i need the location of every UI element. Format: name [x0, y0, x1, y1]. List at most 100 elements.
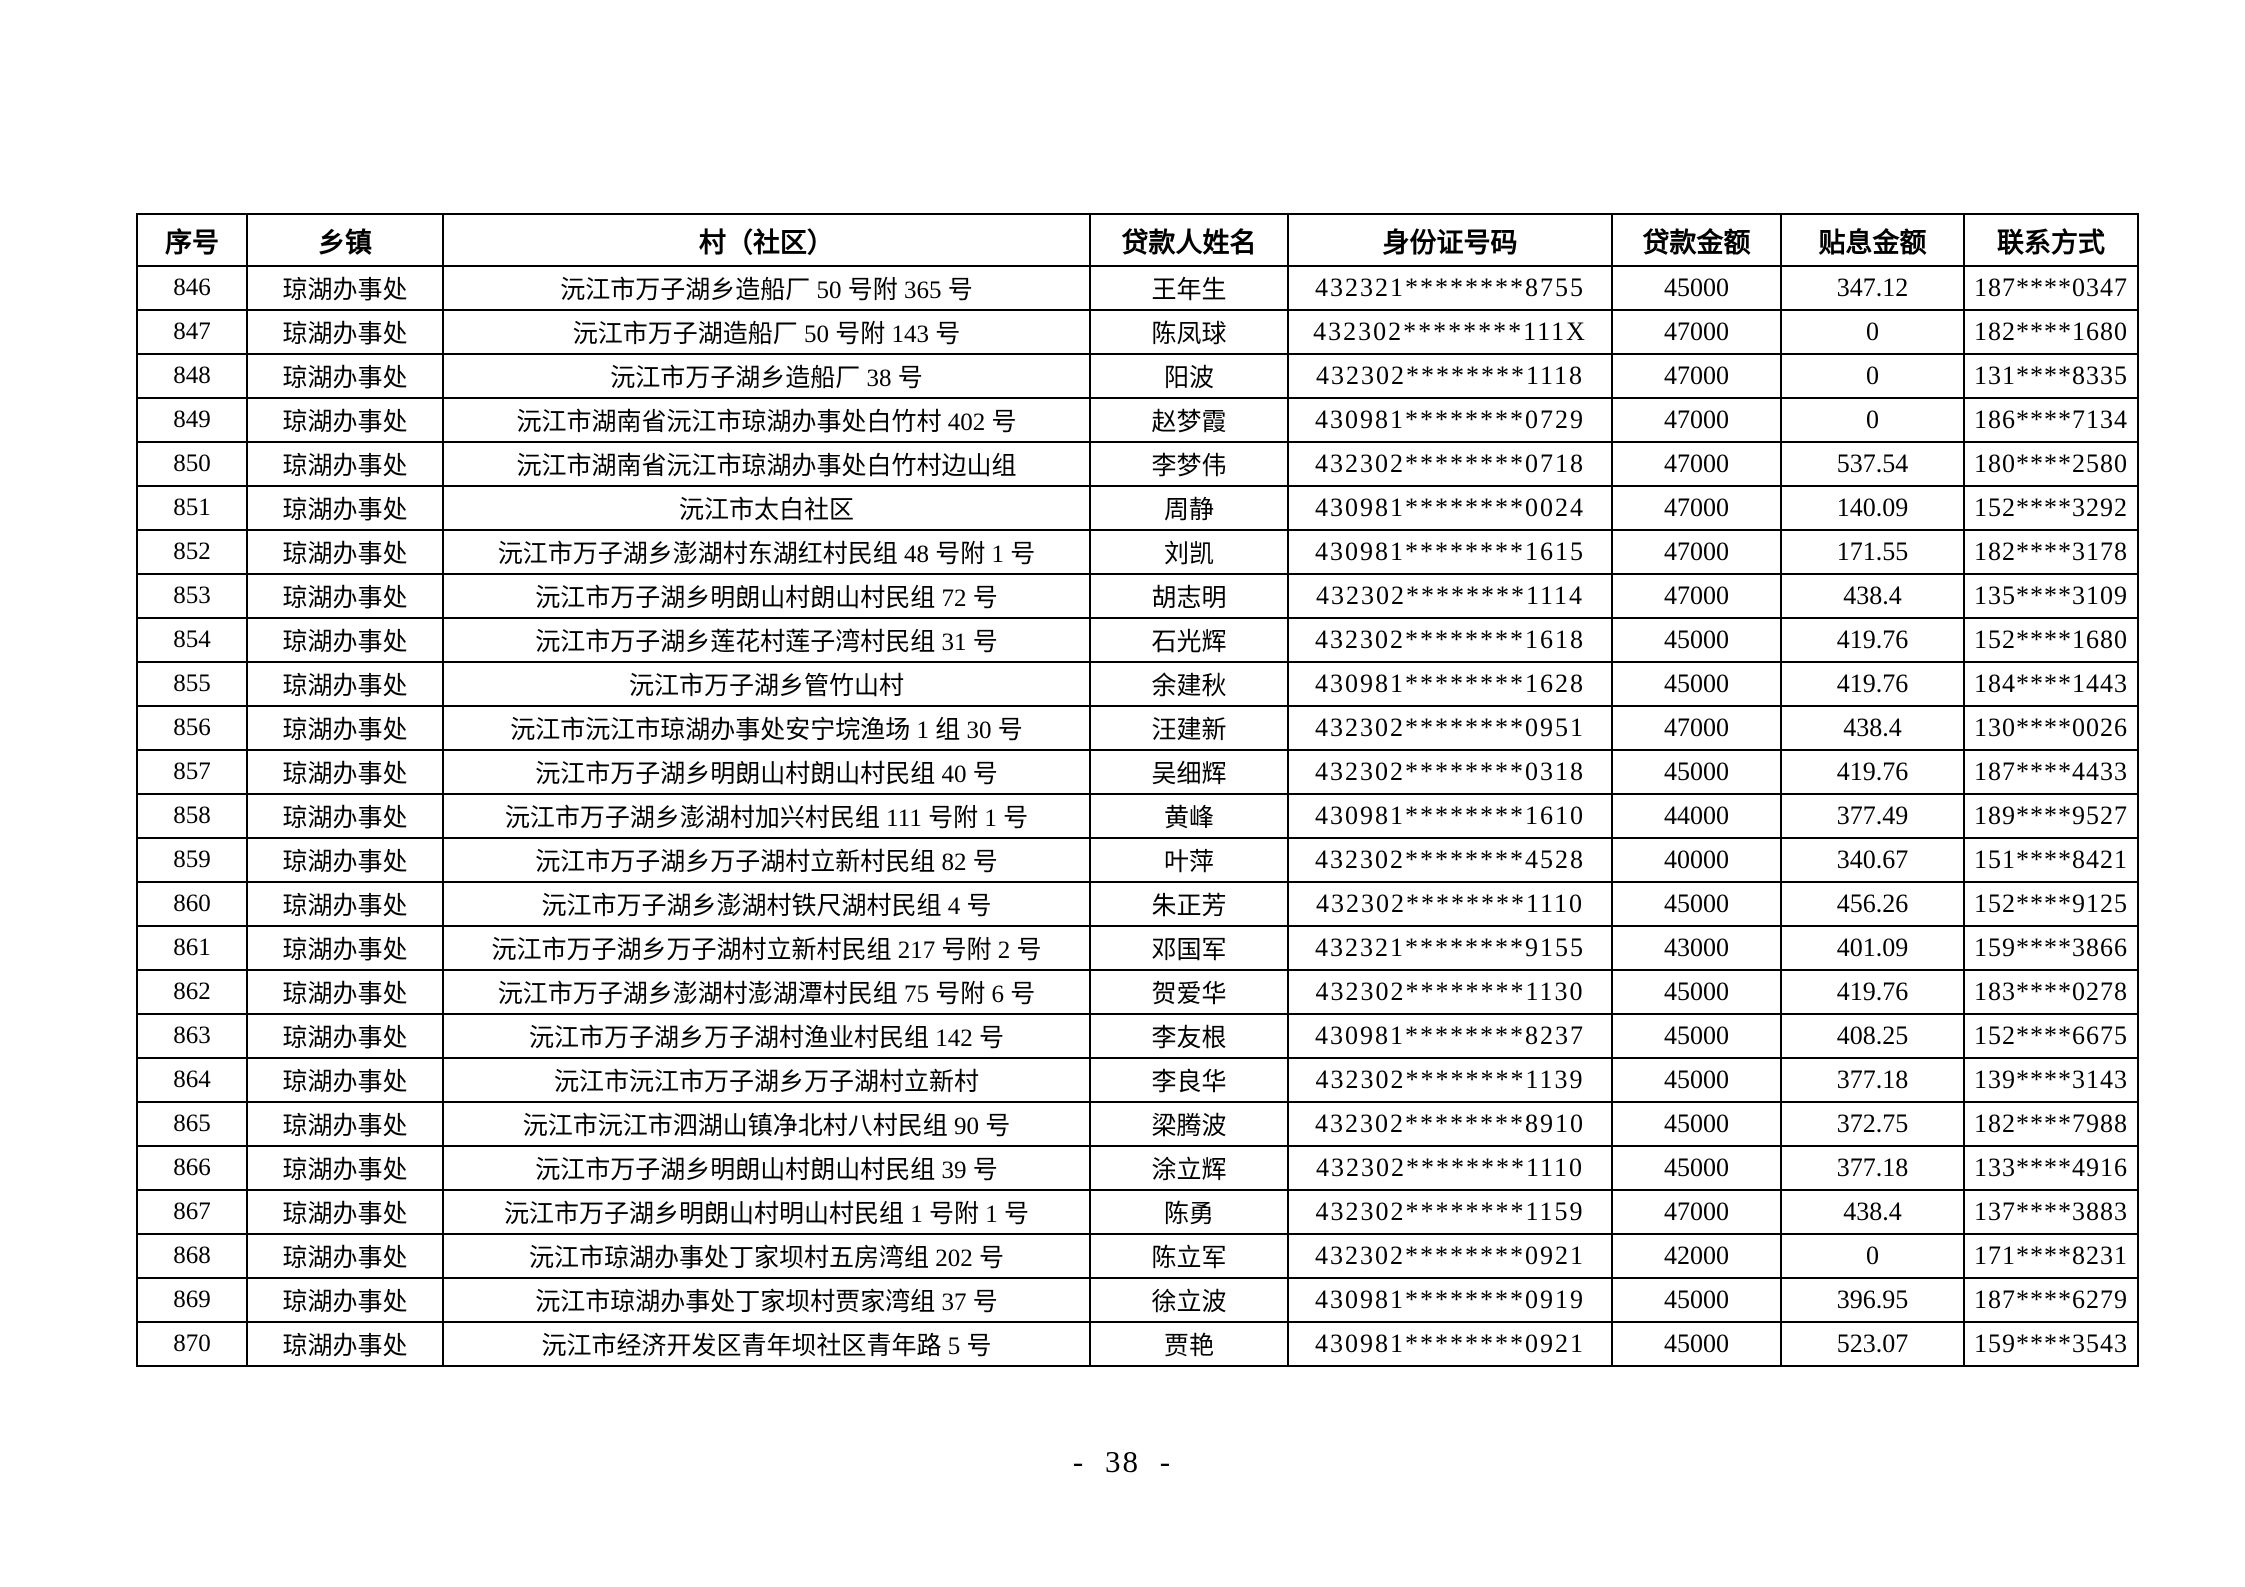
- cell-subsidy: 438.4: [1780, 1189, 1965, 1235]
- table-row: 864 琼湖办事处 沅江市沅江市万子湖乡万子湖村立新村 李良华 432302******…: [136, 1057, 2139, 1103]
- cell-seq: 846: [136, 265, 248, 311]
- cell-subsidy: 0: [1780, 309, 1965, 355]
- cell-id: 432302********1114: [1287, 573, 1613, 619]
- table-row: 861 琼湖办事处 沅江市万子湖乡万子湖村立新村民组 217 号附 2 号邓国军 43…: [136, 925, 2139, 971]
- cell-id: 432302********111X: [1287, 309, 1613, 355]
- cell-loan: 47000: [1611, 705, 1782, 751]
- cell-contact: 182****3178: [1963, 529, 2139, 575]
- table-row: 857 琼湖办事处 沅江市万子湖乡明朗山村朗山村民组 40 号吴细辉 432302**…: [136, 749, 2139, 795]
- cell-village: 沅江市万子湖乡明朗山村朗山村民组 40 号: [442, 749, 1091, 795]
- cell-seq: 855: [136, 661, 248, 707]
- cell-seq: 848: [136, 353, 248, 399]
- cell-seq: 858: [136, 793, 248, 839]
- cell-township: 琼湖办事处: [246, 265, 444, 311]
- cell-village: 沅江市万子湖乡造船厂 50 号附 365 号: [442, 265, 1091, 311]
- cell-township: 琼湖办事处: [246, 1013, 444, 1059]
- table-row: 867 琼湖办事处 沅江市万子湖乡明朗山村明山村民组 1 号附 1 号陈勇 43230…: [136, 1189, 2139, 1235]
- cell-loan: 40000: [1611, 837, 1782, 883]
- cell-borrower-name: 梁腾波: [1089, 1101, 1289, 1147]
- cell-id: 430981********1628: [1287, 661, 1613, 707]
- cell-village: 沅江市湖南省沅江市琼湖办事处白竹村 402 号: [442, 397, 1091, 443]
- cell-contact: 159****3866: [1963, 925, 2139, 971]
- cell-borrower-name: 汪建新: [1089, 705, 1289, 751]
- cell-id: 432302********0921: [1287, 1233, 1613, 1279]
- cell-id: 432302********4528: [1287, 837, 1613, 883]
- cell-village: 沅江市万子湖乡明朗山村朗山村民组 39 号: [442, 1145, 1091, 1191]
- cell-seq: 863: [136, 1013, 248, 1059]
- cell-seq: 854: [136, 617, 248, 663]
- cell-village: 沅江市经济开发区青年坝社区青年路 5 号: [442, 1321, 1091, 1367]
- cell-township: 琼湖办事处: [246, 1145, 444, 1191]
- cell-contact: 186****7134: [1963, 397, 2139, 443]
- cell-loan: 43000: [1611, 925, 1782, 971]
- table-row: 854 琼湖办事处 沅江市万子湖乡莲花村莲子湾村民组 31 号石光辉 432302**…: [136, 617, 2139, 663]
- cell-seq: 850: [136, 441, 248, 487]
- cell-id: 432321********8755: [1287, 265, 1613, 311]
- cell-subsidy: 0: [1780, 1233, 1965, 1279]
- cell-borrower-name: 赵梦霞: [1089, 397, 1289, 443]
- cell-contact: 171****8231: [1963, 1233, 2139, 1279]
- cell-township: 琼湖办事处: [246, 573, 444, 619]
- cell-contact: 189****9527: [1963, 793, 2139, 839]
- cell-id: 430981********1615: [1287, 529, 1613, 575]
- cell-borrower-name: 徐立波: [1089, 1277, 1289, 1323]
- cell-subsidy: 401.09: [1780, 925, 1965, 971]
- cell-borrower-name: 李良华: [1089, 1057, 1289, 1103]
- cell-id: 432302********0318: [1287, 749, 1613, 795]
- cell-loan: 45000: [1611, 1145, 1782, 1191]
- cell-township: 琼湖办事处: [246, 441, 444, 487]
- cell-contact: 152****6675: [1963, 1013, 2139, 1059]
- cell-borrower-name: 涂立辉: [1089, 1145, 1289, 1191]
- cell-subsidy: 438.4: [1780, 573, 1965, 619]
- cell-loan: 45000: [1611, 1013, 1782, 1059]
- cell-seq: 865: [136, 1101, 248, 1147]
- cell-township: 琼湖办事处: [246, 705, 444, 751]
- table-row: 850 琼湖办事处 沅江市湖南省沅江市琼湖办事处白竹村边山组 李梦伟 432302***…: [136, 441, 2139, 487]
- cell-township: 琼湖办事处: [246, 1321, 444, 1367]
- cell-village: 沅江市琼湖办事处丁家坝村五房湾组 202 号: [442, 1233, 1091, 1279]
- page-number: - 38 -: [1072, 1444, 1173, 1479]
- cell-subsidy: 377.49: [1780, 793, 1965, 839]
- cell-village: 沅江市万子湖乡管竹山村: [442, 661, 1091, 707]
- cell-seq: 861: [136, 925, 248, 971]
- cell-contact: 180****2580: [1963, 441, 2139, 487]
- cell-subsidy: 419.76: [1780, 661, 1965, 707]
- cell-id: 432302********8910: [1287, 1101, 1613, 1147]
- cell-loan: 45000: [1611, 661, 1782, 707]
- cell-borrower-name: 邓国军: [1089, 925, 1289, 971]
- cell-id: 432302********1118: [1287, 353, 1613, 399]
- cell-village: 沅江市琼湖办事处丁家坝村贾家湾组 37 号: [442, 1277, 1091, 1323]
- cell-township: 琼湖办事处: [246, 617, 444, 663]
- cell-loan: 44000: [1611, 793, 1782, 839]
- table-row: 852 琼湖办事处 沅江市万子湖乡澎湖村东湖红村民组 48 号附 1 号刘凯 4309…: [136, 529, 2139, 575]
- cell-contact: 152****9125: [1963, 881, 2139, 927]
- cell-subsidy: 340.67: [1780, 837, 1965, 883]
- cell-loan: 47000: [1611, 441, 1782, 487]
- cell-township: 琼湖办事处: [246, 1101, 444, 1147]
- col-header-village: 村（社区）: [442, 213, 1091, 267]
- col-header-township: 乡镇: [246, 213, 444, 267]
- cell-id: 432302********1618: [1287, 617, 1613, 663]
- cell-borrower-name: 陈凤球: [1089, 309, 1289, 355]
- cell-id: 432302********1130: [1287, 969, 1613, 1015]
- cell-borrower-name: 叶萍: [1089, 837, 1289, 883]
- cell-township: 琼湖办事处: [246, 881, 444, 927]
- cell-subsidy: 456.26: [1780, 881, 1965, 927]
- cell-subsidy: 0: [1780, 397, 1965, 443]
- cell-seq: 847: [136, 309, 248, 355]
- cell-subsidy: 396.95: [1780, 1277, 1965, 1323]
- cell-loan: 45000: [1611, 1101, 1782, 1147]
- table-row: 847 琼湖办事处 沅江市万子湖造船厂 50 号附 143 号陈凤球 432302**…: [136, 309, 2139, 355]
- cell-id: 430981********0921: [1287, 1321, 1613, 1367]
- cell-contact: 139****3143: [1963, 1057, 2139, 1103]
- cell-borrower-name: 陈勇: [1089, 1189, 1289, 1235]
- cell-loan: 47000: [1611, 485, 1782, 531]
- cell-village: 沅江市万子湖乡万子湖村渔业村民组 142 号: [442, 1013, 1091, 1059]
- cell-contact: 182****1680: [1963, 309, 2139, 355]
- cell-id: 430981********1610: [1287, 793, 1613, 839]
- cell-borrower-name: 朱正芳: [1089, 881, 1289, 927]
- cell-seq: 851: [136, 485, 248, 531]
- cell-loan: 47000: [1611, 309, 1782, 355]
- table-body: 846 琼湖办事处 沅江市万子湖乡造船厂 50 号附 365 号王年生 432321*…: [136, 265, 2139, 1367]
- cell-id: 432302********1110: [1287, 881, 1613, 927]
